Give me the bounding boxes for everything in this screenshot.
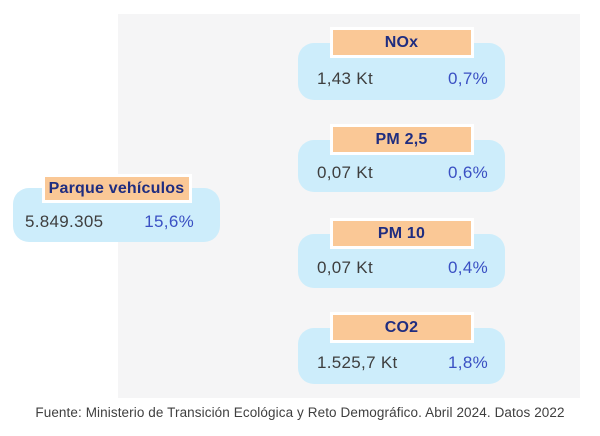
nox-value: 1,43 Kt bbox=[317, 68, 373, 88]
pm25-label: PM 2,5 bbox=[375, 130, 428, 148]
metric-group-nox: NOx 1,43 Kt 0,7% bbox=[298, 27, 505, 100]
pm10-value: 0,07 Kt bbox=[317, 258, 373, 277]
metric-group-co2: CO2 1.525,7 Kt 1,8% bbox=[298, 312, 505, 384]
co2-header: CO2 bbox=[329, 312, 474, 343]
parque-percent: 15,6% bbox=[144, 212, 194, 231]
pm10-label: PM 10 bbox=[377, 224, 426, 242]
pm25-value: 0,07 Kt bbox=[317, 163, 373, 182]
metric-group-parque-vehiculos: Parque vehículos 5.849.305 15,6% bbox=[13, 174, 220, 242]
nox-header: NOx bbox=[329, 27, 474, 58]
pm10-body: 0,07 Kt 0,4% bbox=[298, 248, 505, 288]
nox-label: NOx bbox=[384, 33, 419, 51]
metric-group-pm10: PM 10 0,07 Kt 0,4% bbox=[298, 218, 505, 288]
pm25-body: 0,07 Kt 0,6% bbox=[298, 154, 505, 192]
pm25-header: PM 2,5 bbox=[329, 124, 474, 155]
pm25-percent: 0,6% bbox=[448, 163, 488, 182]
co2-percent: 1,8% bbox=[448, 353, 488, 372]
pm10-header: PM 10 bbox=[329, 218, 474, 249]
parque-body: 5.849.305 15,6% bbox=[13, 202, 220, 242]
co2-label: CO2 bbox=[384, 318, 419, 336]
co2-body: 1.525,7 Kt 1,8% bbox=[298, 342, 505, 384]
pm10-percent: 0,4% bbox=[448, 258, 488, 277]
co2-value: 1.525,7 Kt bbox=[317, 353, 398, 372]
parque-header: Parque vehículos bbox=[41, 174, 192, 203]
nox-body: 1,43 Kt 0,7% bbox=[298, 57, 505, 100]
parque-label: Parque vehículos bbox=[48, 179, 185, 197]
parque-value: 5.849.305 bbox=[25, 212, 104, 231]
nox-percent: 0,7% bbox=[448, 68, 488, 88]
source-footnote: Fuente: Ministerio de Transición Ecológi… bbox=[35, 405, 565, 420]
metric-group-pm25: PM 2,5 0,07 Kt 0,6% bbox=[298, 124, 505, 192]
